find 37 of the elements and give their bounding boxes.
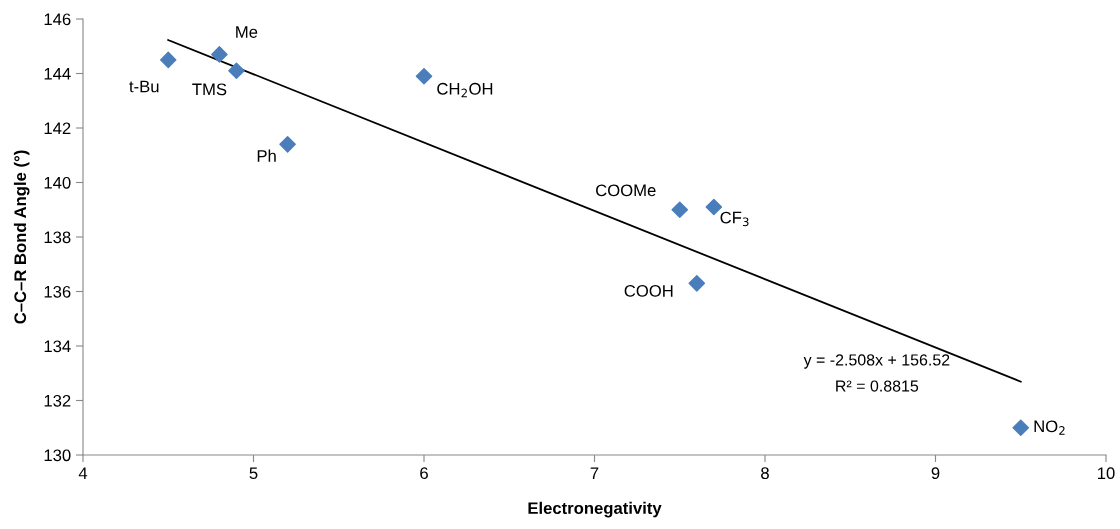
annotation: CF$_{3}$	[720, 211, 749, 227]
y-tick-label: 130	[44, 449, 71, 462]
point	[1012, 419, 1030, 437]
y-tick-label: 134	[44, 340, 71, 353]
point	[159, 51, 177, 69]
y-axis-title: C–C–R Bond Angle (°)	[13, 150, 30, 324]
annotation: NO$_{2}$	[1034, 420, 1065, 435]
annotation: Me	[236, 26, 258, 38]
y-tick-label: 136	[44, 285, 71, 298]
x-axis-title: Electronegativity	[528, 501, 662, 518]
annotation: t-Bu	[129, 80, 159, 93]
annotation: CH$_{2}$OH	[437, 82, 493, 98]
annotation: COOH	[624, 285, 673, 297]
point	[671, 201, 689, 219]
point	[688, 275, 706, 292]
y-tick-label: 146	[44, 13, 71, 26]
x-tick-label: 9	[931, 467, 940, 480]
x-tick-label: 5	[249, 467, 258, 480]
x-tick-label: 4	[78, 467, 88, 479]
annotation: Ph	[257, 149, 276, 162]
point	[415, 67, 433, 85]
x-tick-label: 10	[1098, 467, 1115, 480]
y-tick-label: 142	[44, 122, 71, 135]
annotation: COOMe	[596, 184, 656, 197]
point	[279, 136, 296, 153]
x-tick-label: 7	[590, 467, 599, 479]
annotation: y = -2.508x + 156.52	[803, 354, 950, 369]
annotation: R² = 0.8815	[836, 380, 919, 392]
point	[211, 46, 228, 63]
x-tick-label: 8	[761, 467, 769, 480]
y-tick-label: 138	[44, 231, 71, 244]
y-tick-label: 144	[44, 68, 71, 80]
annotation: TMS	[192, 83, 227, 96]
x-tick-label: 6	[420, 467, 428, 480]
y-tick-label: 140	[44, 176, 71, 189]
y-tick-label: 132	[44, 394, 71, 407]
point	[228, 62, 245, 80]
